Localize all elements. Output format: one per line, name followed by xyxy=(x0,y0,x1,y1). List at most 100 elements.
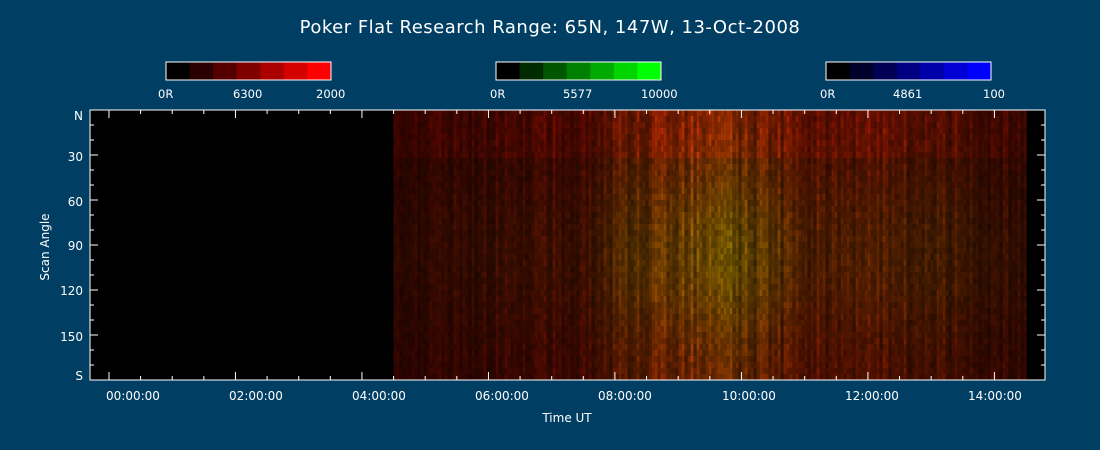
keogram-cell xyxy=(717,206,721,212)
keogram-cell xyxy=(501,146,505,152)
keogram-cell xyxy=(711,158,715,164)
keogram-cell xyxy=(675,362,679,368)
keogram-cell xyxy=(567,374,571,380)
keogram-cell xyxy=(459,164,463,170)
keogram-cell xyxy=(684,302,688,308)
keogram-cell xyxy=(402,314,406,320)
keogram-cell xyxy=(438,110,442,116)
keogram-cell xyxy=(708,164,712,170)
keogram-cell xyxy=(648,218,652,224)
keogram-cell xyxy=(534,296,538,302)
keogram-cell xyxy=(468,284,472,290)
keogram-cell xyxy=(699,116,703,122)
keogram-cell xyxy=(408,350,412,356)
keogram-cell xyxy=(531,248,535,254)
keogram-cell xyxy=(705,200,709,206)
keogram-cell xyxy=(711,320,715,326)
keogram-cell xyxy=(513,146,517,152)
keogram-cell xyxy=(585,308,589,314)
keogram-cell xyxy=(546,224,550,230)
keogram-cell xyxy=(498,284,502,290)
keogram-cell xyxy=(486,260,490,266)
keogram-cell xyxy=(645,296,649,302)
keogram-cell xyxy=(453,296,457,302)
keogram-cell xyxy=(537,176,541,182)
keogram-cell xyxy=(462,290,466,296)
keogram-cell xyxy=(543,308,547,314)
keogram-cell xyxy=(525,290,529,296)
keogram-cell xyxy=(450,368,454,374)
keogram-cell xyxy=(690,164,694,170)
keogram-cell xyxy=(600,308,604,314)
keogram-cell xyxy=(690,182,694,188)
keogram-cell xyxy=(624,344,628,350)
keogram-cell xyxy=(612,350,616,356)
keogram-cell xyxy=(678,284,682,290)
keogram-cell xyxy=(660,110,664,116)
keogram-cell xyxy=(633,362,637,368)
keogram-cell xyxy=(717,254,721,260)
keogram-cell xyxy=(600,230,604,236)
keogram-cell xyxy=(579,218,583,224)
keogram-cell xyxy=(507,374,511,380)
keogram-cell xyxy=(522,272,526,278)
keogram-cell xyxy=(618,278,622,284)
keogram-cell xyxy=(681,254,685,260)
keogram-cell xyxy=(495,350,499,356)
keogram-cell xyxy=(711,122,715,128)
keogram-cell xyxy=(423,176,427,182)
keogram-cell xyxy=(459,236,463,242)
keogram-cell xyxy=(606,254,610,260)
keogram-cell xyxy=(525,338,529,344)
keogram-cell xyxy=(537,326,541,332)
keogram-cell xyxy=(516,266,520,272)
keogram-cell xyxy=(648,122,652,128)
keogram-cell xyxy=(612,308,616,314)
keogram-cell xyxy=(423,218,427,224)
keogram-cell xyxy=(699,284,703,290)
keogram-cell xyxy=(534,236,538,242)
keogram-cell xyxy=(474,260,478,266)
keogram-cell xyxy=(474,206,478,212)
keogram-cell xyxy=(396,266,400,272)
keogram-cell xyxy=(426,200,430,206)
keogram-cell xyxy=(717,140,721,146)
keogram-cell xyxy=(678,182,682,188)
keogram-cell xyxy=(513,188,517,194)
keogram-cell xyxy=(468,194,472,200)
keogram-cell xyxy=(474,236,478,242)
keogram-cell xyxy=(660,308,664,314)
keogram-cell xyxy=(624,164,628,170)
keogram-cell xyxy=(540,272,544,278)
keogram-cell xyxy=(450,356,454,362)
keogram-cell xyxy=(402,236,406,242)
keogram-cell xyxy=(591,236,595,242)
keogram-cell xyxy=(414,272,418,278)
keogram-cell xyxy=(558,230,562,236)
keogram-cell xyxy=(678,368,682,374)
keogram-cell xyxy=(450,194,454,200)
keogram-cell xyxy=(552,164,556,170)
keogram-cell xyxy=(570,254,574,260)
keogram-cell xyxy=(648,140,652,146)
keogram-cell xyxy=(567,242,571,248)
keogram-cell xyxy=(510,242,514,248)
keogram-cell xyxy=(687,122,691,128)
keogram-cell xyxy=(435,320,439,326)
keogram-cell xyxy=(714,182,718,188)
keogram-cell xyxy=(504,110,508,116)
keogram-cell xyxy=(453,128,457,134)
keogram-cell xyxy=(666,152,670,158)
keogram-cell xyxy=(582,362,586,368)
keogram-cell xyxy=(651,146,655,152)
keogram-cell xyxy=(693,332,697,338)
keogram-cell xyxy=(708,146,712,152)
keogram-cell xyxy=(444,260,448,266)
keogram-cell xyxy=(468,128,472,134)
keogram-cell xyxy=(594,338,598,344)
keogram-cell xyxy=(426,212,430,218)
keogram-cell xyxy=(399,320,403,326)
keogram-cell xyxy=(663,248,667,254)
keogram-cell xyxy=(714,374,718,380)
keogram-cell xyxy=(459,110,463,116)
